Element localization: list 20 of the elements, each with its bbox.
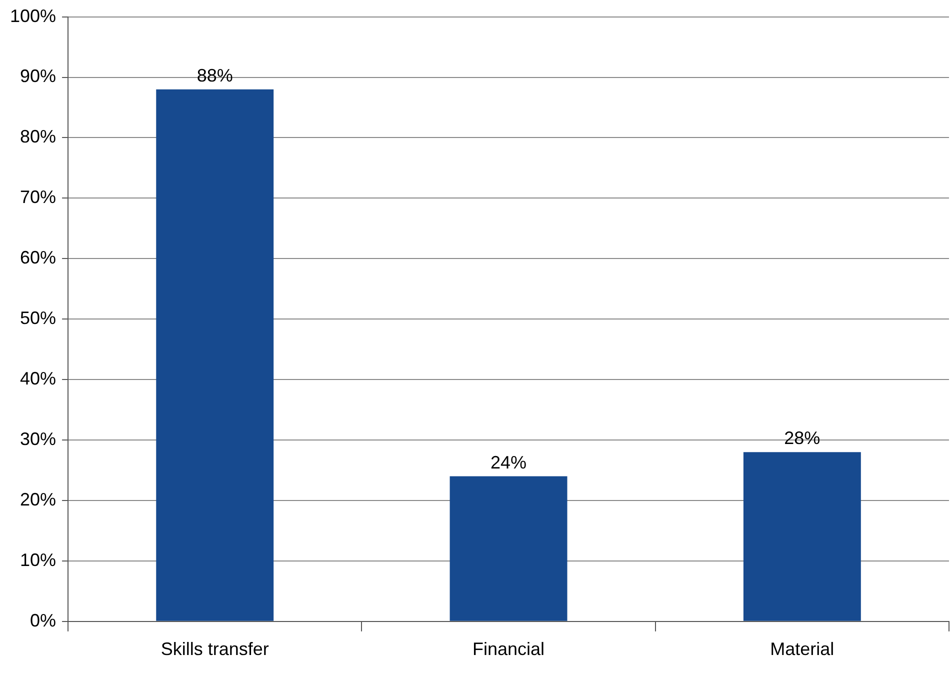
x-tick-label: Material xyxy=(770,639,834,660)
y-tick-label: 90% xyxy=(20,66,56,86)
data-label: 28% xyxy=(784,428,820,448)
x-tick-label: Financial xyxy=(472,639,545,660)
y-tick-label: 70% xyxy=(20,187,56,208)
bar xyxy=(450,476,568,621)
data-label: 24% xyxy=(490,452,527,472)
y-tick-label: 0% xyxy=(30,610,56,630)
y-tick-label: 80% xyxy=(20,126,56,147)
y-tick-label: 50% xyxy=(20,308,56,328)
y-tick-label: 10% xyxy=(20,550,56,570)
bar xyxy=(156,89,274,621)
data-label: 88% xyxy=(196,65,233,86)
y-tick-label: 20% xyxy=(20,489,56,510)
bar xyxy=(743,452,861,621)
x-tick-label: Skills transfer xyxy=(160,639,269,660)
y-tick-label: 100% xyxy=(10,6,56,26)
y-tick-label: 40% xyxy=(20,368,56,389)
y-tick-label: 30% xyxy=(20,428,56,449)
y-tick-label: 60% xyxy=(20,248,56,268)
